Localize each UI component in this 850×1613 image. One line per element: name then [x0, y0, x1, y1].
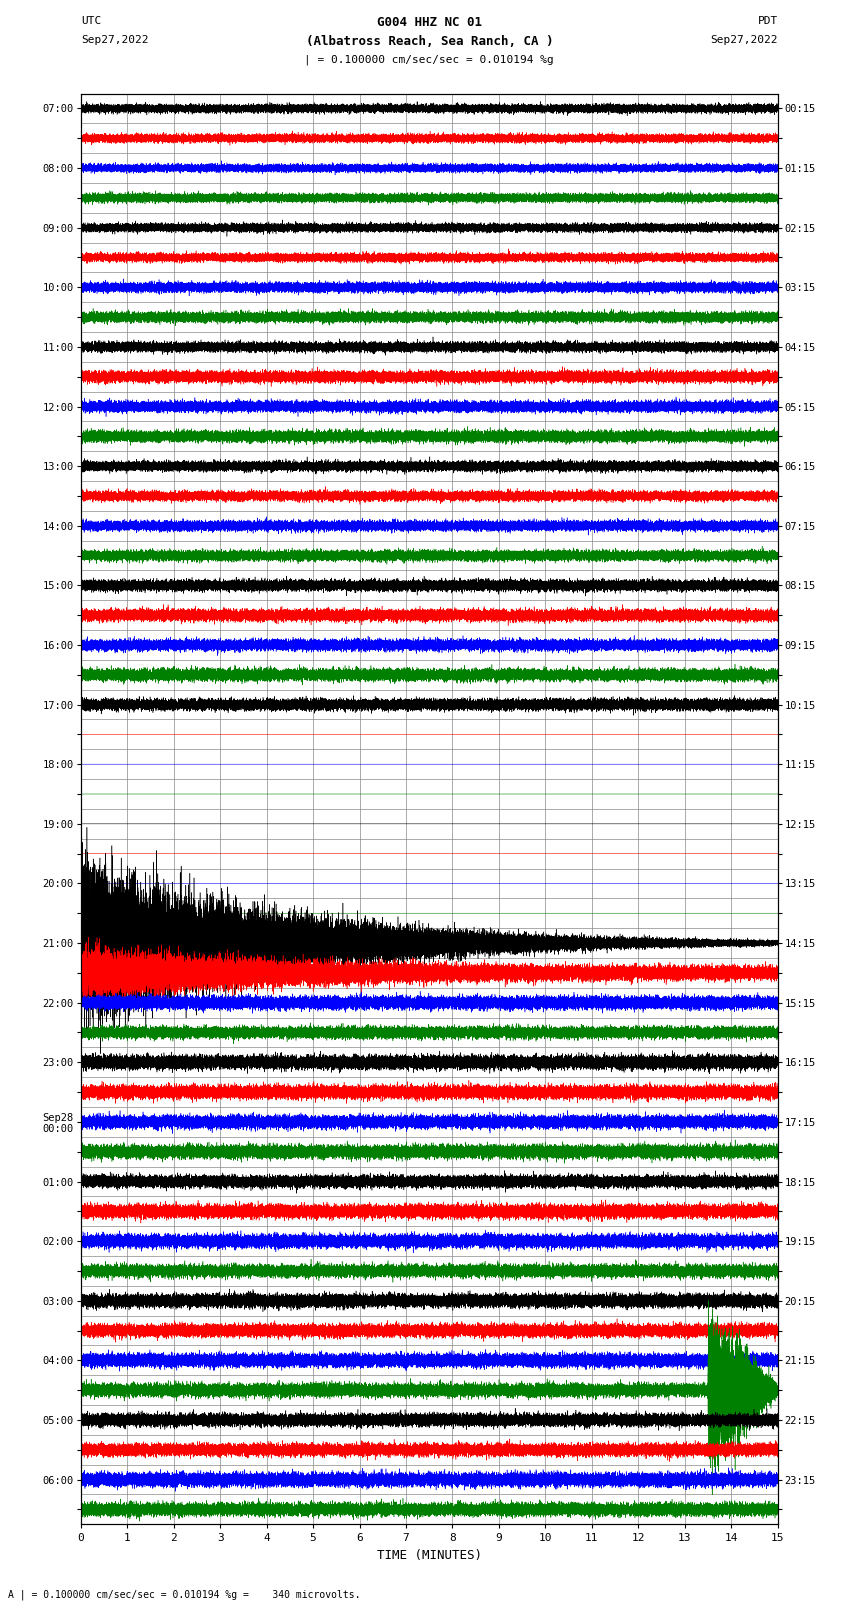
X-axis label: TIME (MINUTES): TIME (MINUTES) [377, 1548, 482, 1561]
Text: A | = 0.100000 cm/sec/sec = 0.010194 %g =    340 microvolts.: A | = 0.100000 cm/sec/sec = 0.010194 %g … [8, 1589, 361, 1600]
Text: | = 0.100000 cm/sec/sec = 0.010194 %g: | = 0.100000 cm/sec/sec = 0.010194 %g [304, 55, 554, 66]
Text: Sep27,2022: Sep27,2022 [81, 35, 148, 45]
Text: UTC: UTC [81, 16, 101, 26]
Text: (Albatross Reach, Sea Ranch, CA ): (Albatross Reach, Sea Ranch, CA ) [305, 35, 553, 48]
Text: PDT: PDT [757, 16, 778, 26]
Text: G004 HHZ NC 01: G004 HHZ NC 01 [377, 16, 482, 29]
Text: Sep27,2022: Sep27,2022 [711, 35, 778, 45]
